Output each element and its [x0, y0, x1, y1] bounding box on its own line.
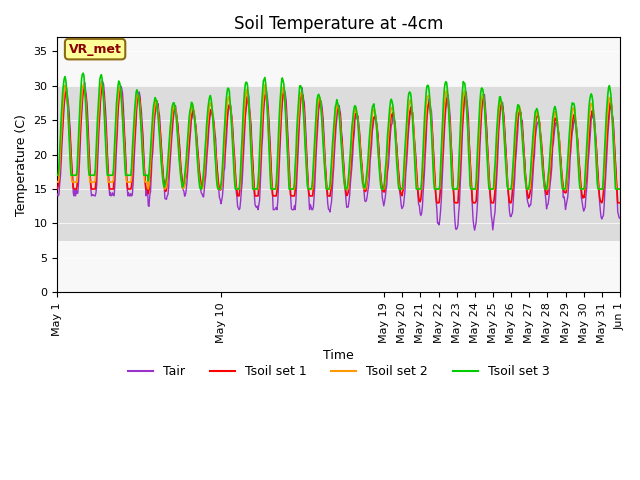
Legend: Tair, Tsoil set 1, Tsoil set 2, Tsoil set 3: Tair, Tsoil set 1, Tsoil set 2, Tsoil se… [123, 360, 555, 383]
Bar [58, 85, 620, 240]
Title: Soil Temperature at -4cm: Soil Temperature at -4cm [234, 15, 444, 33]
X-axis label: Time: Time [323, 348, 354, 361]
Y-axis label: Temperature (C): Temperature (C) [15, 114, 28, 216]
Text: VR_met: VR_met [68, 43, 122, 56]
